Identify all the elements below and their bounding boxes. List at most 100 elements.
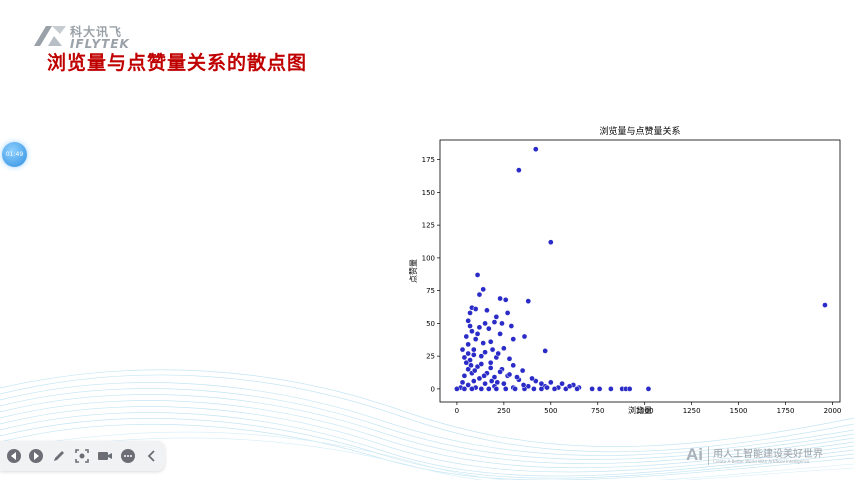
- footer-brand: Ai 用人工智能建设美好世界 Create A Better World Wit…: [686, 444, 836, 468]
- data-point: [476, 291, 483, 298]
- data-point: [459, 346, 466, 353]
- data-point: [510, 362, 517, 369]
- data-point: [478, 353, 485, 359]
- data-point: [465, 366, 472, 373]
- data-point: [495, 350, 502, 357]
- data-point: [559, 380, 565, 387]
- data-point: [500, 380, 507, 387]
- y-axis: 0 25 50 75 100 125 150 175: [422, 156, 440, 393]
- data-point: [487, 365, 494, 371]
- x-tick-label: 750: [591, 407, 604, 415]
- data-point: [551, 386, 558, 392]
- scatter-chart: 浏览量与点赞量关系 浏览量 点赞量 0 250 500 750 1000 1250 1500…: [408, 125, 841, 415]
- data-point: [465, 350, 472, 357]
- x-tick-label: 500: [544, 407, 557, 415]
- logo-text-cn: 科大讯飞: [70, 25, 123, 39]
- data-point: [608, 386, 614, 392]
- more-icon[interactable]: [120, 448, 136, 464]
- data-point: [514, 374, 520, 380]
- data-point: [506, 371, 513, 378]
- data-point: [463, 333, 470, 340]
- footer-slogan-cn: 用人工智能建设美好世界: [713, 449, 823, 460]
- data-point: [516, 167, 522, 173]
- data-point: [467, 310, 473, 316]
- data-point: [502, 296, 509, 303]
- footer-divider: [708, 447, 709, 465]
- footer-ai-mark: Ai: [686, 445, 703, 464]
- chart-title: 浏览量与点赞量关系: [599, 125, 680, 137]
- y-tick-label: 25: [426, 353, 435, 361]
- data-point: [645, 386, 652, 392]
- data-point: [459, 379, 466, 386]
- data-point: [470, 378, 477, 384]
- data-point: [538, 380, 545, 387]
- footer-slogan-en: Create A Better World With Artificial In…: [713, 459, 810, 464]
- data-point: [461, 386, 468, 392]
- x-tick-label: 250: [497, 407, 510, 415]
- data-point: [482, 380, 488, 387]
- data-point: [480, 286, 487, 293]
- data-point: [485, 386, 492, 392]
- data-point: [529, 375, 535, 382]
- screenshot-icon[interactable]: [74, 448, 90, 464]
- data-point: [520, 382, 527, 388]
- x-tick-label: 0: [455, 407, 459, 415]
- data-point: [596, 386, 603, 392]
- y-tick-label: 75: [426, 287, 435, 295]
- data-point: [531, 386, 537, 392]
- data-point: [470, 351, 477, 358]
- data-point: [482, 349, 488, 356]
- data-point: [478, 386, 485, 392]
- data-points: [454, 146, 828, 392]
- data-point: [504, 310, 511, 316]
- data-point: [497, 369, 503, 375]
- camera-icon[interactable]: [97, 448, 113, 464]
- data-point: [512, 386, 518, 392]
- data-point: [476, 375, 483, 382]
- data-point: [469, 386, 475, 392]
- data-point: [502, 386, 509, 392]
- data-point: [478, 361, 485, 367]
- y-axis-label: 点赞量: [408, 259, 418, 283]
- collapse-icon[interactable]: [144, 448, 160, 464]
- data-point: [489, 346, 496, 353]
- data-point: [544, 384, 550, 391]
- data-point: [474, 272, 481, 278]
- next-icon[interactable]: [28, 448, 44, 464]
- data-point: [484, 307, 490, 314]
- iflytek-logo: 科大讯飞 IFLYTEK: [32, 22, 142, 52]
- data-point: [491, 374, 498, 380]
- data-point: [494, 379, 501, 386]
- y-tick-label: 125: [422, 222, 435, 230]
- pen-icon[interactable]: [51, 448, 67, 464]
- x-tick-label: 1750: [777, 407, 795, 415]
- data-point: [497, 295, 503, 302]
- slide-title: 浏览量与点赞量关系的散点图: [47, 52, 308, 74]
- data-point: [822, 302, 828, 308]
- data-point: [574, 386, 580, 392]
- data-point: [493, 386, 500, 392]
- prev-icon[interactable]: [6, 448, 22, 464]
- data-point: [491, 319, 498, 325]
- data-point: [469, 328, 475, 335]
- data-point: [506, 355, 513, 362]
- x-axis: 0 250 500 750 1000 1250 1500 1750 2000: [455, 402, 841, 415]
- data-point: [508, 323, 515, 329]
- data-point: [474, 331, 481, 337]
- x-tick-label: 1250: [683, 407, 701, 415]
- data-point: [485, 325, 492, 332]
- data-point: [468, 362, 474, 369]
- data-point: [461, 372, 468, 379]
- data-point: [542, 348, 549, 354]
- data-point: [482, 320, 488, 327]
- logo-text-en: IFLYTEK: [70, 37, 130, 51]
- data-point: [493, 314, 500, 320]
- data-point: [487, 359, 494, 366]
- data-point: [547, 239, 554, 246]
- iflytek-logo-icon: [34, 26, 66, 46]
- y-tick-label: 100: [422, 254, 435, 262]
- timer-badge[interactable]: 01:49: [2, 142, 27, 167]
- y-tick-label: 150: [422, 189, 435, 197]
- data-point: [463, 359, 470, 366]
- data-point: [465, 341, 472, 348]
